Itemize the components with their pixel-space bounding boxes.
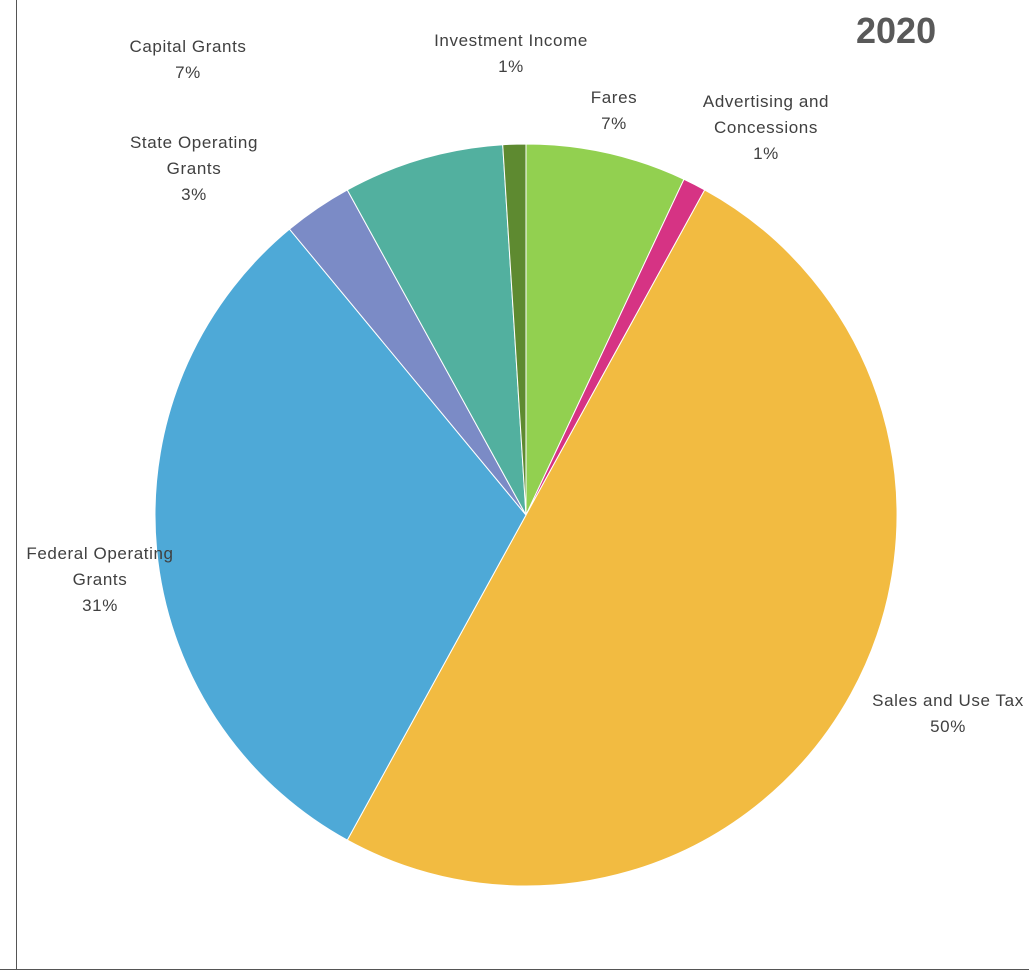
slice-label-value: 50% [930,717,966,736]
slice-label-text: Fares [590,88,638,107]
slice-label-value: 3% [181,185,207,204]
pie-slice-3 [154,228,527,841]
slice-label-value: 1% [498,57,524,76]
pie-slice-2 [346,189,898,887]
slice-label-value: 7% [175,63,201,82]
slice-label-federal-operating-grants: Federal Operating Grants 31% [26,541,173,619]
slice-label-text: Grants [166,159,222,178]
slice-label-sales-use-tax: Sales and Use Tax 50% [872,688,1024,740]
chart-frame-left-border [16,0,17,970]
pie-slice-6 [502,143,527,516]
pie-slice-5 [346,144,527,516]
slice-label-value: 31% [82,596,118,615]
slice-label-advertising-concessions: Advertising and Concessions 1% [703,89,829,167]
chart-frame-bottom-border [0,969,1029,970]
slice-label-value: 7% [601,114,627,133]
slice-label-text: Federal Operating [26,544,174,563]
slice-label-text: Sales and Use Tax [872,691,1024,710]
slice-label-text: Advertising and [702,92,830,111]
slice-label-text: Concessions [714,118,818,137]
pie-slice-0 [525,143,685,516]
slice-label-text: Investment Income [434,31,588,50]
slice-label-text: Capital Grants [129,37,247,56]
slice-label-fares: Fares 7% [591,85,637,137]
chart-title: 2020 [856,10,937,51]
slice-label-value: 1% [753,144,779,163]
slice-label-state-operating-grants: State Operating Grants 3% [130,130,258,208]
slice-label-text: Grants [72,570,128,589]
slice-label-investment-income: Investment Income 1% [434,28,588,80]
slice-label-text: State Operating [129,133,259,152]
slice-label-capital-grants: Capital Grants 7% [129,34,246,86]
